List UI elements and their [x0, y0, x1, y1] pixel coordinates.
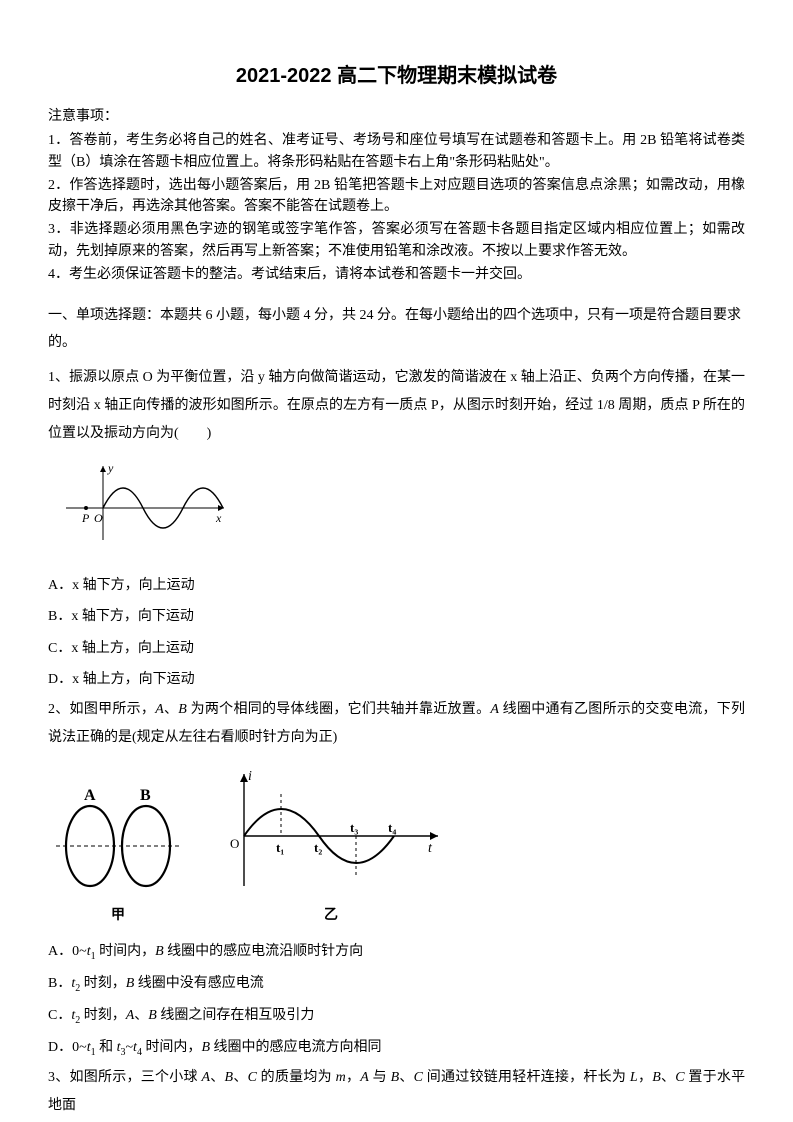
question-1-text: 1、振源以原点 O 为平衡位置，沿 y 轴方向做简谐运动，它激发的简谐波在 x …: [48, 364, 745, 448]
svg-text:B: B: [140, 787, 151, 804]
svg-text:t₁: t₁: [276, 840, 284, 855]
figure-jia-caption: 甲: [48, 905, 188, 927]
figure-yi: O i t t₁ t₂ t₃ t₄ 乙: [216, 764, 446, 927]
q2-option-c: C．t2 时刻，A、B 线圈之间存在相互吸引力: [48, 1001, 745, 1031]
question-2-figures: A B 甲 O i t t₁ t₂ t₃ t₄ 乙: [48, 764, 745, 927]
notice-3: 3．非选择题必须用黑色字迹的钢笔或签字笔作答，答案必须写在答题卡各题目指定区域内…: [48, 219, 745, 262]
q2-option-b: B．t2 时刻，B 线圈中没有感应电流: [48, 969, 745, 999]
notice-label: 注意事项：: [48, 106, 745, 128]
question-2-text: 2、如图甲所示，A、B 为两个相同的导体线圈，它们共轴并靠近放置。A 线圈中通有…: [48, 696, 745, 752]
current-wave-diagram-icon: O i t t₁ t₂ t₃ t₄: [216, 764, 446, 894]
wave-diagram-icon: P O x y: [48, 458, 228, 548]
question-1-figure: P O x y: [48, 458, 745, 556]
section-1-intro: 一、单项选择题：本题共 6 小题，每小题 4 分，共 24 分。在每小题给出的四…: [48, 303, 745, 356]
q1-option-a: A．x 轴下方，向上运动: [48, 571, 745, 600]
svg-text:P: P: [81, 511, 90, 525]
svg-text:O: O: [94, 511, 103, 525]
svg-text:x: x: [215, 511, 222, 525]
notice-4: 4．考生必须保证答题卡的整洁。考试结束后，请将本试卷和答题卡一并交回。: [48, 264, 745, 286]
q1-option-b: B．x 轴下方，向下运动: [48, 602, 745, 631]
svg-text:t₃: t₃: [350, 820, 358, 835]
svg-text:t: t: [428, 841, 433, 856]
svg-text:A: A: [84, 787, 96, 804]
figure-yi-caption: 乙: [216, 905, 446, 927]
q1-option-c: C．x 轴上方，向上运动: [48, 634, 745, 663]
notice-1: 1．答卷前，考生务必将自己的姓名、准考证号、考场号和座位号填写在试题卷和答题卡上…: [48, 130, 745, 173]
q2-option-a: A．0~t1 时间内，B 线圈中的感应电流沿顺时针方向: [48, 937, 745, 967]
coils-diagram-icon: A B: [48, 784, 188, 894]
notice-2: 2．作答选择题时，选出每小题答案后，用 2B 铅笔把答题卡上对应题目选项的答案信…: [48, 175, 745, 218]
svg-text:O: O: [230, 836, 239, 851]
svg-text:t₂: t₂: [314, 840, 322, 855]
svg-text:t₄: t₄: [388, 820, 396, 835]
q2-option-d: D．0~t1 和 t3~t4 时间内，B 线圈中的感应电流方向相同: [48, 1033, 745, 1063]
svg-text:y: y: [107, 461, 114, 475]
page-title: 2021-2022 高二下物理期末模拟试卷: [48, 60, 745, 92]
figure-jia: A B 甲: [48, 784, 188, 927]
svg-text:i: i: [248, 769, 252, 784]
question-3-text: 3、如图所示，三个小球 A、B、C 的质量均为 m，A 与 B、C 间通过铰链用…: [48, 1064, 745, 1120]
q1-option-d: D．x 轴上方，向下运动: [48, 665, 745, 694]
